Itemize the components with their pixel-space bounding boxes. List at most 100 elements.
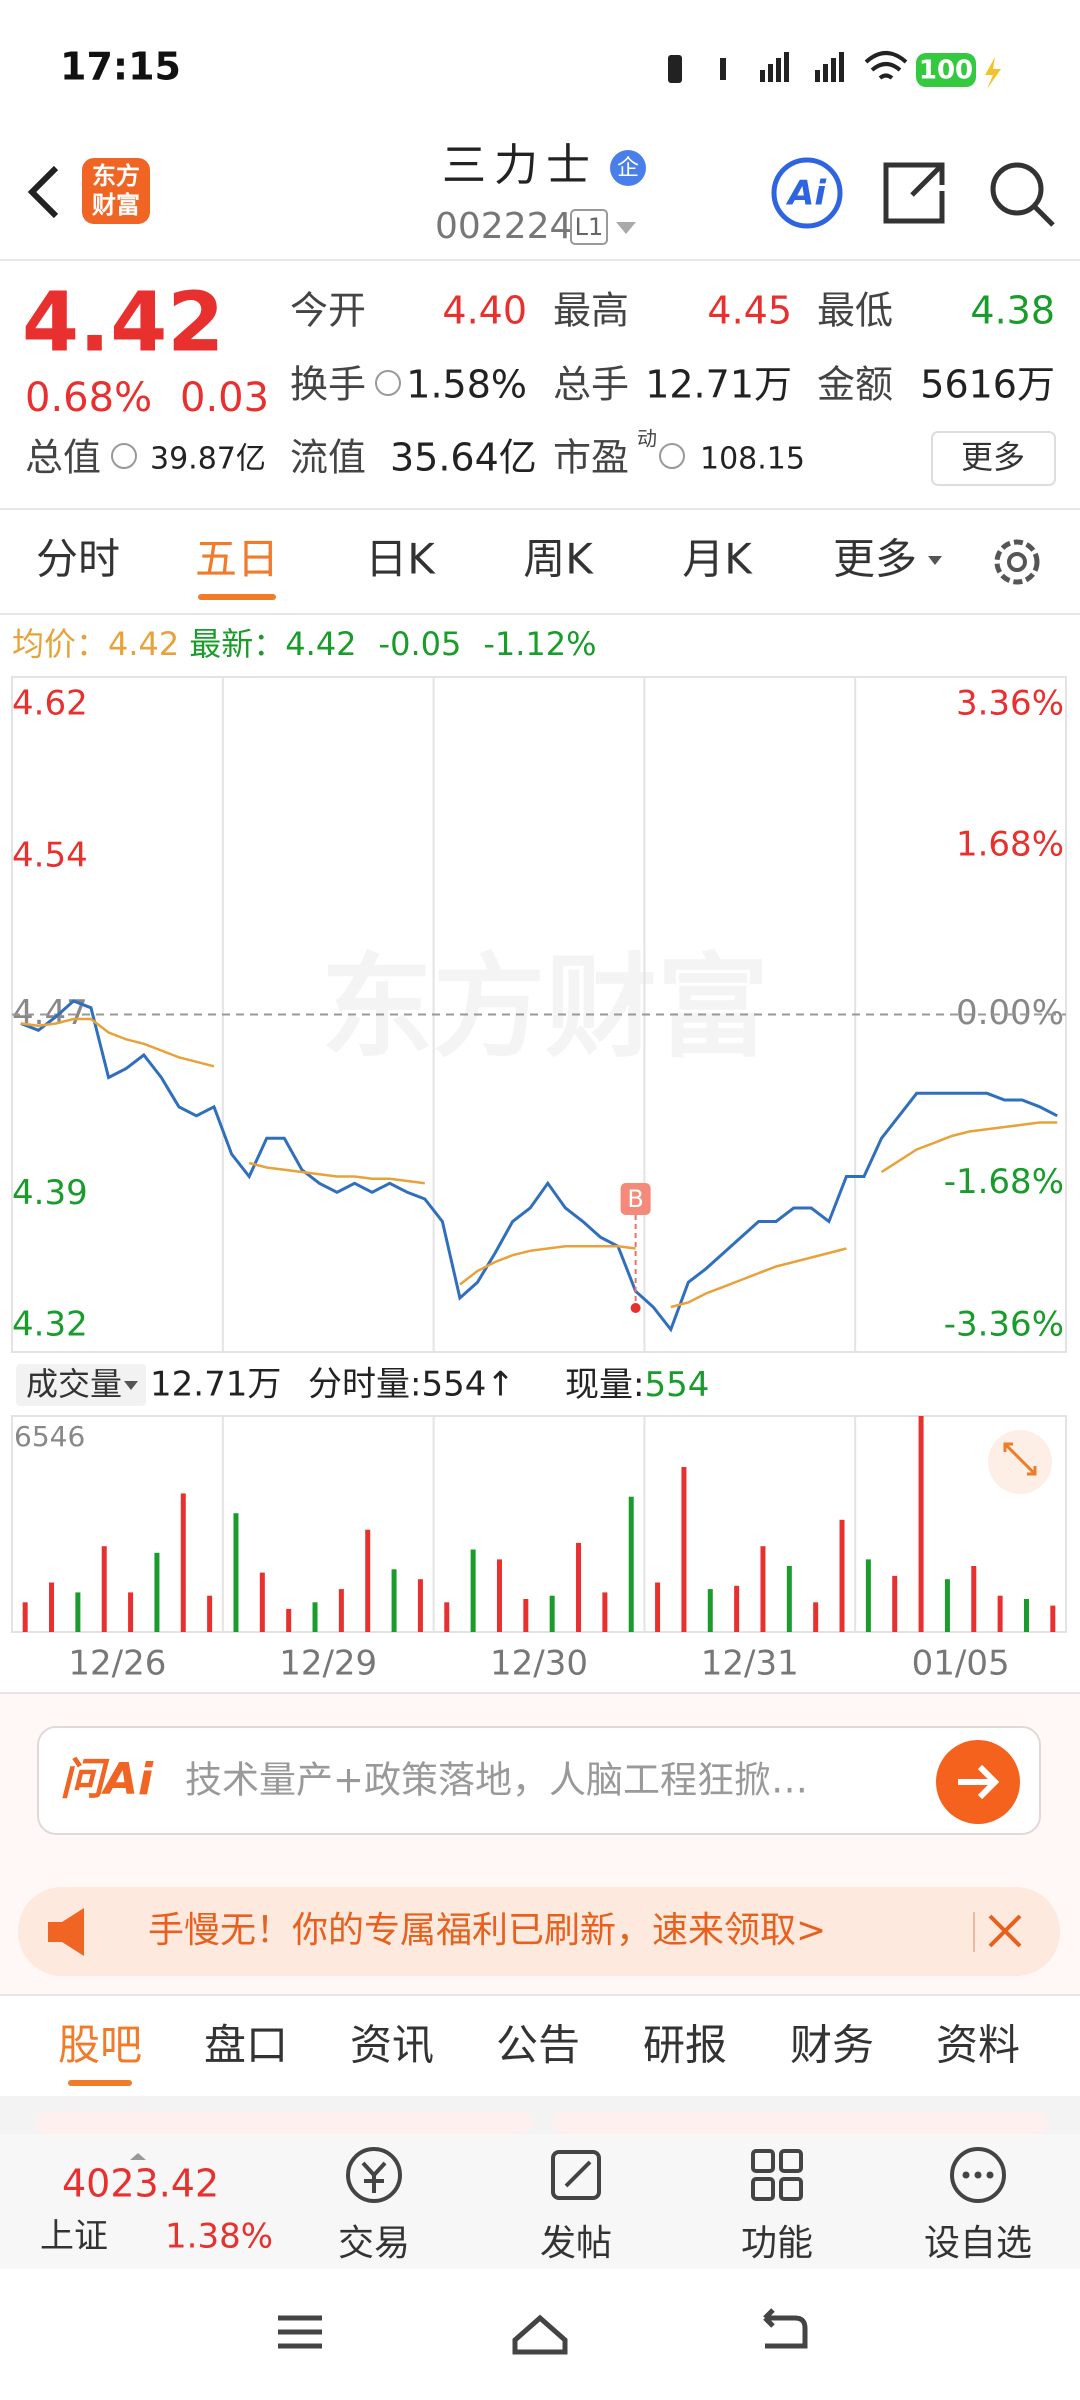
more-button[interactable] xyxy=(931,431,1056,486)
average-line xyxy=(20,1017,1058,1309)
level-box xyxy=(570,209,608,245)
field-value: 39.87亿 xyxy=(150,442,266,477)
field-value: 1.58% xyxy=(406,363,527,407)
volume-bar xyxy=(549,1595,555,1632)
close-button[interactable] xyxy=(988,1914,1022,1948)
volume-bar xyxy=(470,1549,476,1632)
volume-bar xyxy=(207,1595,213,1632)
y-tick-label: 4.32 xyxy=(12,1305,88,1345)
tab[interactable]: 分时 xyxy=(36,535,120,584)
tab[interactable]: 盘口 xyxy=(204,2021,288,2070)
x-tick-label: 12/29 xyxy=(279,1644,377,1684)
card-peek xyxy=(36,2112,532,2134)
share-button[interactable] xyxy=(883,162,945,224)
field-value: 4.40 xyxy=(442,289,527,333)
price-info: 均价：4.42 最新：4.42 -0.05 -1.12% xyxy=(12,625,597,663)
expand-button[interactable] xyxy=(988,1430,1052,1494)
tab[interactable]: 资讯 xyxy=(350,2021,434,2070)
avg-label: 均价： xyxy=(12,625,108,663)
ai-input[interactable] xyxy=(37,1726,1041,1835)
home-button[interactable] xyxy=(512,2314,568,2355)
level-arrow xyxy=(616,222,636,234)
badge-text: 企 xyxy=(617,156,639,181)
y2-tick-label: 0.00% xyxy=(956,993,1064,1033)
annotation-badge xyxy=(620,1183,651,1215)
search-button[interactable] xyxy=(990,162,1044,216)
x-tick-label: 12/26 xyxy=(68,1644,166,1684)
nav-item[interactable]: 交易 xyxy=(338,2223,410,2264)
nav-item[interactable]: 设自选 xyxy=(924,2223,1032,2264)
volume-selector[interactable] xyxy=(16,1364,146,1406)
nav-item[interactable]: 功能 xyxy=(741,2223,813,2264)
more-dots xyxy=(962,2171,994,2179)
divider xyxy=(0,508,1080,510)
index-value[interactable]: 4023.42 xyxy=(62,2162,219,2206)
x-tick-label: 01/05 xyxy=(912,1644,1010,1684)
y2-tick-label: -1.68% xyxy=(944,1162,1064,1202)
field-value: 4.45 xyxy=(707,289,792,333)
logo-text: 财富 xyxy=(92,191,140,219)
banner-divider xyxy=(973,1912,975,1952)
volume-bar xyxy=(180,1493,186,1632)
volume-bar xyxy=(734,1585,740,1632)
settings-core xyxy=(1007,552,1027,572)
field-label: 总手 xyxy=(553,363,629,407)
volume-bar xyxy=(681,1467,687,1632)
field-value: 12.71万 xyxy=(645,363,792,407)
expand-icon xyxy=(1003,1442,1037,1476)
field-label: 流值 xyxy=(290,436,366,480)
volume-bar xyxy=(997,1595,1003,1632)
volume-total: 12.71万 xyxy=(150,1365,281,1405)
tab[interactable]: 周K xyxy=(523,535,594,584)
nav-item[interactable]: 发帖 xyxy=(540,2223,612,2264)
back-button[interactable] xyxy=(27,165,59,219)
arrow-icon xyxy=(958,1764,1000,1800)
charging-icon xyxy=(985,57,1001,89)
divider xyxy=(0,259,1080,261)
tab[interactable]: 研报 xyxy=(643,2021,727,2070)
volume-bar xyxy=(128,1592,134,1632)
back-nav-button[interactable] xyxy=(763,2308,808,2349)
tab-active[interactable]: 股吧 xyxy=(58,2021,142,2070)
tab[interactable]: 财务 xyxy=(790,2021,874,2070)
volume-bar xyxy=(865,1559,871,1632)
settings-button[interactable] xyxy=(994,539,1040,585)
menu-button[interactable] xyxy=(278,2315,322,2349)
ai-button[interactable] xyxy=(771,157,843,229)
bottom-nav xyxy=(0,2134,1080,2269)
field-label: 换手 xyxy=(290,363,366,407)
tab[interactable]: 月K xyxy=(682,535,753,584)
divider xyxy=(0,1994,1080,1996)
volume-bar xyxy=(523,1599,529,1632)
x-tick-label: 12/31 xyxy=(701,1644,799,1684)
current-volume-label: 现量: xyxy=(565,1365,644,1405)
index-change: 1.38% xyxy=(165,2217,273,2257)
index-arrow xyxy=(130,2153,146,2160)
annotation-text: B xyxy=(627,1185,643,1213)
tab[interactable]: 日K xyxy=(365,535,436,584)
volume-bar xyxy=(75,1592,81,1632)
volume-bar xyxy=(417,1579,423,1632)
y2-tick-label: 1.68% xyxy=(956,824,1064,864)
tab[interactable]: 更多 xyxy=(833,535,917,584)
battery-level: 100 xyxy=(919,56,973,86)
price-line xyxy=(20,999,1058,1333)
search-handle xyxy=(1033,205,1055,227)
volume-bar xyxy=(760,1546,766,1632)
megaphone-icon xyxy=(48,1908,84,1956)
y2-tick-label: 3.36% xyxy=(956,684,1064,724)
tab[interactable]: 资料 xyxy=(936,2021,1020,2070)
field-value: 35.64亿 xyxy=(390,436,537,480)
tab[interactable]: 公告 xyxy=(496,2021,580,2070)
ai-brand: 问Ai xyxy=(60,1754,154,1805)
card-peek xyxy=(552,2112,1048,2134)
dropdown-arrow xyxy=(928,556,942,565)
volume-bar xyxy=(259,1572,265,1632)
volume-bar xyxy=(971,1566,977,1632)
tab-active[interactable]: 五日 xyxy=(195,535,279,584)
annotation-dot xyxy=(630,1303,641,1313)
change: 0.03 xyxy=(180,375,269,421)
battery xyxy=(916,53,976,87)
promo-banner[interactable] xyxy=(18,1887,1060,1976)
